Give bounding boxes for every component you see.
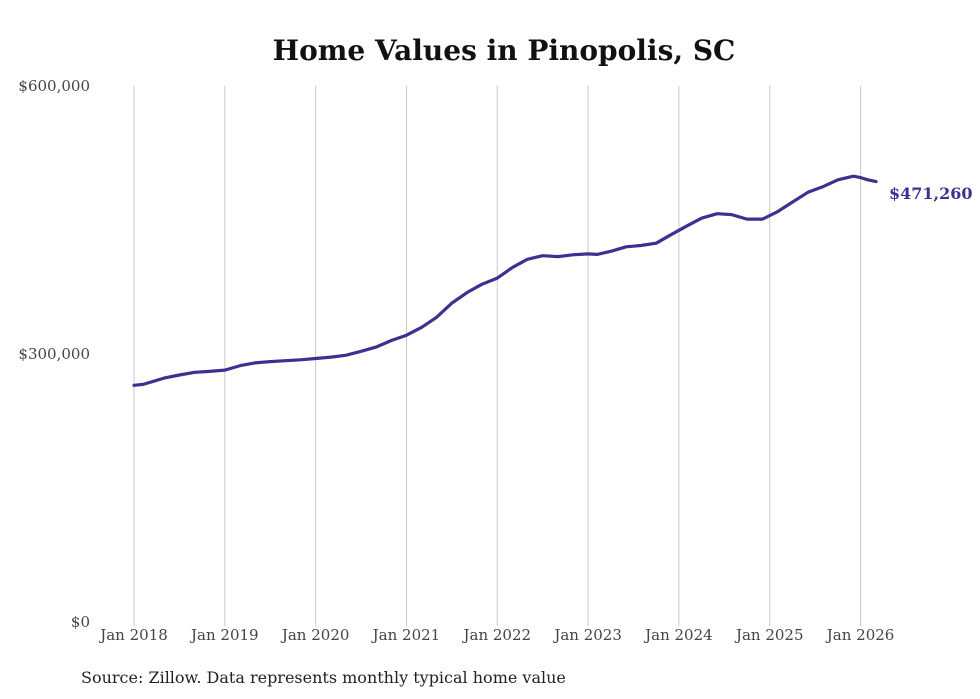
x-tick-label: Jan 2018 [98, 626, 168, 644]
series-line-0 [132, 174, 878, 387]
x-tick-label: Jan 2026 [825, 626, 895, 644]
chart-title: Home Values in Pinopolis, SC [273, 34, 736, 67]
x-tick-label: Jan 2020 [280, 626, 350, 644]
gridlines [133, 86, 862, 626]
series-layer [132, 174, 878, 387]
source-note: Source: Zillow. Data represents monthly … [81, 668, 566, 687]
x-tick-label: Jan 2019 [189, 626, 259, 644]
x-tick-label: Jan 2021 [371, 626, 441, 644]
y-tick-label: $0 [71, 613, 90, 631]
y-axis: $0 $300,000 $600,000 [18, 77, 90, 631]
x-tick-label: Jan 2023 [552, 626, 622, 644]
x-axis: Jan 2018 Jan 2019 Jan 2020 Jan 2021 Jan 2022… [98, 626, 894, 644]
end-value-label: $471,260 [889, 184, 973, 203]
y-tick-label: $300,000 [18, 345, 90, 363]
y-tick-label: $600,000 [18, 77, 90, 95]
x-tick-label: Jan 2024 [643, 626, 713, 644]
x-tick-label: Jan 2022 [461, 626, 531, 644]
x-tick-label: Jan 2025 [734, 626, 804, 644]
